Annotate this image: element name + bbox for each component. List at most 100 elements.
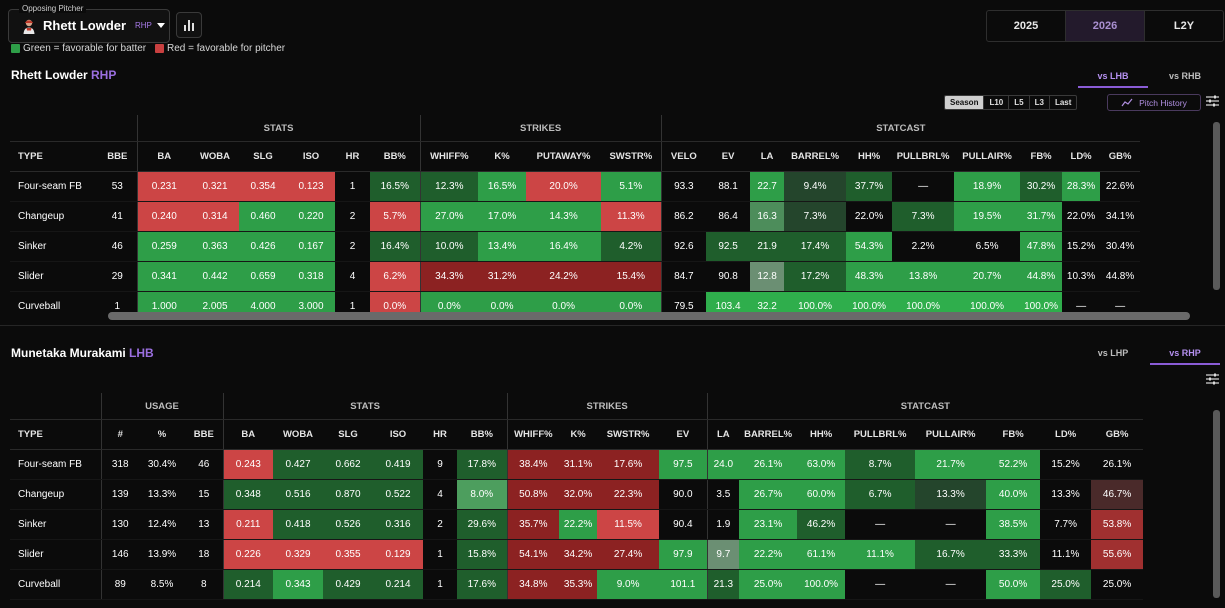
batter-table-vscrollbar[interactable] [1213, 410, 1220, 598]
col-header-k-pct[interactable]: K% [559, 419, 598, 450]
col-header-swstr-pct[interactable]: SWSTR% [601, 141, 662, 172]
col-header-ev[interactable]: EV [706, 141, 751, 172]
table-row[interactable]: Slider 146 13.9% 18 0.226 0.329 0.355 0.129 1 15.… [10, 539, 1144, 570]
table-row[interactable]: Four-seam FB 318 30.4% 46 0.243 0.427 0.662 0.4… [10, 449, 1144, 480]
table-row[interactable]: Slider 29 0.341 0.442 0.659 0.318 4 6.2% 34.3% 31… [10, 261, 1141, 292]
cell-fb-pct: 52.2% [986, 449, 1041, 480]
col-header-ba[interactable]: BA [136, 141, 191, 172]
split-vs-lhp[interactable]: vs LHP [1097, 348, 1129, 358]
col-header-type[interactable]: TYPE [10, 419, 101, 450]
col-header-bbe[interactable]: BBE [185, 419, 224, 450]
col-header-pullair-pct[interactable]: PULLAIR% [915, 419, 987, 450]
cell-putaway-pct: 16.4% [526, 231, 602, 262]
filter-season[interactable]: Season [945, 96, 984, 109]
table-row[interactable]: Curveball 1 1.000 2.005 4.000 3.000 1 0.0% 0.0% 0… [10, 291, 1141, 312]
col-header-slg[interactable]: SLG [323, 419, 374, 450]
chart-toggle-button[interactable] [176, 12, 202, 38]
table-row[interactable]: Curveball 89 8.5% 8 0.214 0.343 0.429 0.214 1 17.… [10, 569, 1144, 600]
col-header-type[interactable]: TYPE [10, 141, 98, 172]
col-header-ld-pct[interactable]: LD% [1040, 419, 1092, 450]
cell-ld-pct: — [1062, 291, 1101, 312]
selected-pitcher-name: Rhett Lowder [43, 18, 127, 33]
col-header-whiff-pct[interactable]: WHIFF% [419, 141, 479, 172]
split-vs-lhb[interactable]: vs LHB [1078, 66, 1148, 88]
cell-fb-pct: 40.0% [986, 479, 1041, 510]
col-header-ev[interactable]: EV [659, 419, 708, 450]
col-header-ba[interactable]: BA [222, 419, 274, 450]
season-tab-2026[interactable]: 2026 [1066, 11, 1145, 41]
col-header-barrel-pct[interactable]: BARREL% [784, 141, 847, 172]
col-header-bb-pct[interactable]: BB% [370, 141, 421, 172]
cell-bb-pct: 16.5% [370, 171, 421, 202]
cell-pullair-pct: 100.0% [954, 291, 1021, 312]
col-header-pullbrl-pct[interactable]: PULLBRL% [892, 141, 955, 172]
col-header-hh-pct[interactable]: HH% [797, 419, 846, 450]
cell-woba: 0.343 [273, 569, 324, 600]
col-header-putaway-pct[interactable]: PUTAWAY% [526, 141, 602, 172]
sliders-icon[interactable] [1206, 95, 1219, 107]
col-header-ld-pct[interactable]: LD% [1062, 141, 1101, 172]
col-header-pullbrl-pct[interactable]: PULLBRL% [845, 419, 916, 450]
col-header-whiff-pct[interactable]: WHIFF% [506, 419, 560, 450]
table-row[interactable]: Four-seam FB 53 0.231 0.321 0.354 0.123 1 16.5%… [10, 171, 1141, 202]
cell-iso: 0.316 [373, 509, 424, 540]
filter-l5[interactable]: L5 [1008, 96, 1028, 109]
col-header-fb-pct[interactable]: FB% [1020, 141, 1063, 172]
split-vs-rhb[interactable]: vs RHB [1168, 71, 1201, 81]
cell-slg: 0.526 [323, 509, 374, 540]
col-header-pct[interactable]: % [139, 419, 185, 450]
pitcher-selector[interactable]: Opposing Pitcher Rhett Lowder RHP [8, 4, 170, 43]
col-header-slg[interactable]: SLG [239, 141, 287, 172]
cell-woba: 0.314 [191, 201, 239, 232]
cell-bbe: 29 [98, 261, 137, 292]
col-header-la[interactable]: LA [750, 141, 785, 172]
cell-slg: 0.429 [323, 569, 374, 600]
cell-hh-pct: 100.0% [797, 569, 846, 600]
col-header-hh-pct[interactable]: HH% [846, 141, 893, 172]
col-header-gb-pct[interactable]: GB% [1091, 419, 1144, 450]
col-header-iso[interactable]: ISO [373, 419, 424, 450]
table-row[interactable]: Changeup 41 0.240 0.314 0.460 0.220 2 5.7% 27.0%… [10, 201, 1141, 232]
filter-last[interactable]: Last [1048, 96, 1076, 109]
col-header-k-pct[interactable]: K% [478, 141, 527, 172]
col-header-la[interactable]: LA [706, 419, 740, 450]
col-header-count[interactable]: # [100, 419, 139, 450]
table-row[interactable]: Changeup 139 13.3% 15 0.348 0.516 0.870 0.522 4 8… [10, 479, 1144, 510]
pitcher-table-scrollbar[interactable] [108, 312, 1190, 320]
col-header-pullair-pct[interactable]: PULLAIR% [954, 141, 1021, 172]
table-row[interactable]: Sinker 130 12.4% 13 0.211 0.418 0.526 0.316 2 29.… [10, 509, 1144, 540]
season-tab-2025[interactable]: 2025 [987, 11, 1066, 41]
cell-hr: 1 [423, 539, 458, 570]
cell-velo: 86.2 [660, 201, 707, 232]
cell-slg: 0.354 [239, 171, 287, 202]
pitch-history-button[interactable]: Pitch History [1107, 94, 1201, 111]
col-header-woba[interactable]: WOBA [191, 141, 239, 172]
cell-slg: 0.870 [323, 479, 374, 510]
col-header-gb-pct[interactable]: GB% [1100, 141, 1141, 172]
season-tab-l2y[interactable]: L2Y [1173, 20, 1195, 32]
col-header-bbe[interactable]: BBE [98, 141, 137, 172]
split-vs-rhp[interactable]: vs RHP [1150, 343, 1220, 365]
col-header-iso[interactable]: ISO [287, 141, 335, 172]
cell-bb-pct: 5.7% [370, 201, 421, 232]
cell-gb-pct: 30.4% [1100, 231, 1141, 262]
cell-hh-pct: 100.0% [846, 291, 893, 312]
sliders-icon[interactable] [1206, 373, 1219, 385]
filter-l3[interactable]: L3 [1028, 96, 1049, 109]
col-header-hr[interactable]: HR [423, 419, 458, 450]
pitcher-table-vscrollbar[interactable] [1213, 122, 1220, 290]
col-header-hr[interactable]: HR [335, 141, 370, 172]
cell-pullbrl-pct: — [845, 509, 916, 540]
pitcher-pitch-table: STATS STRIKES STATCAST TYPE BBE BA WOBA SLG ISO H… [10, 115, 1141, 312]
col-header-barrel-pct[interactable]: BARREL% [739, 419, 798, 450]
col-header-bb-pct[interactable]: BB% [457, 419, 508, 450]
filter-l10[interactable]: L10 [983, 96, 1008, 109]
table-row[interactable]: Sinker 46 0.259 0.363 0.426 0.167 2 16.4% 10.0% 1… [10, 231, 1141, 262]
cell-fb-pct: 44.8% [1020, 261, 1063, 292]
cell-slg: 0.659 [239, 261, 287, 292]
col-header-velo[interactable]: VELO [660, 141, 707, 172]
col-header-woba[interactable]: WOBA [273, 419, 324, 450]
col-header-fb-pct[interactable]: FB% [986, 419, 1041, 450]
cell-putaway-pct: 14.3% [526, 201, 602, 232]
col-header-swstr-pct[interactable]: SWSTR% [597, 419, 660, 450]
